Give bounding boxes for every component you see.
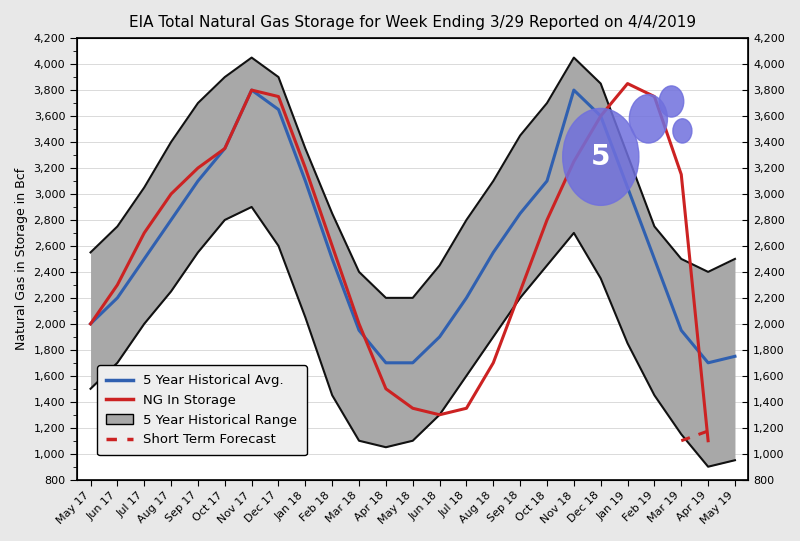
- Y-axis label: Natural Gas in Storage in Bcf: Natural Gas in Storage in Bcf: [15, 168, 28, 350]
- Circle shape: [659, 86, 684, 117]
- Text: 5: 5: [591, 143, 610, 171]
- Circle shape: [562, 108, 639, 206]
- Legend: 5 Year Historical Avg., NG In Storage, 5 Year Historical Range, Short Term Forec: 5 Year Historical Avg., NG In Storage, 5…: [97, 365, 306, 456]
- Circle shape: [630, 95, 667, 143]
- Title: EIA Total Natural Gas Storage for Week Ending 3/29 Reported on 4/4/2019: EIA Total Natural Gas Storage for Week E…: [129, 15, 696, 30]
- Circle shape: [673, 119, 692, 143]
